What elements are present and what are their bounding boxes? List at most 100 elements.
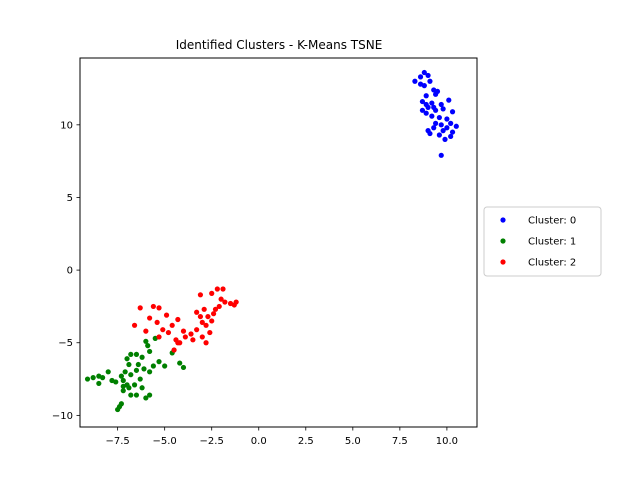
- x-axis: −7.5 −5.0 −2.5 0.0 2.5 5.0 7.5 10.0: [105, 427, 458, 447]
- data-point-cluster-1: [116, 404, 123, 410]
- data-point-cluster-1: [99, 375, 106, 381]
- data-point-cluster-2: [194, 327, 200, 333]
- data-point-cluster-1: [131, 382, 138, 388]
- data-point-cluster-1: [139, 385, 145, 391]
- data-point-cluster-0: [438, 101, 444, 108]
- data-point-cluster-1: [139, 354, 145, 360]
- data-point-cluster-2: [203, 340, 209, 346]
- y-axis: −10 −5 0 5 10: [52, 120, 80, 422]
- legend-box: [483, 206, 602, 277]
- data-point-cluster-0: [438, 122, 444, 128]
- legend-label-cluster-0: Cluster: 0: [528, 216, 576, 227]
- data-point-cluster-2: [205, 313, 211, 320]
- y-tick-label: −5: [58, 338, 73, 349]
- legend-label-cluster-2: Cluster: 2: [528, 258, 576, 269]
- data-point-cluster-1: [126, 385, 132, 391]
- x-tick-label: 10.0: [436, 436, 458, 447]
- data-point-cluster-0: [427, 78, 433, 84]
- data-point-cluster-2: [154, 319, 160, 325]
- data-point-cluster-1: [156, 359, 162, 365]
- data-point-cluster-2: [197, 292, 204, 298]
- x-tick-label: 0.0: [251, 436, 267, 447]
- data-point-cluster-1: [105, 369, 111, 375]
- x-tick-label: −5.0: [153, 436, 177, 447]
- data-point-cluster-1: [90, 375, 96, 381]
- data-point-cluster-0: [423, 110, 429, 116]
- data-point-cluster-1: [133, 367, 140, 373]
- data-point-cluster-2: [175, 340, 181, 346]
- data-point-cluster-0: [419, 98, 426, 105]
- data-point-cluster-0: [433, 120, 439, 126]
- data-point-cluster-1: [150, 363, 156, 369]
- data-point-cluster-1: [120, 377, 126, 384]
- legend-label-cluster-1: Cluster: 1: [528, 237, 576, 248]
- data-point-cluster-0: [431, 125, 437, 131]
- data-point-cluster-2: [214, 286, 220, 292]
- data-point-cluster-2: [194, 309, 200, 315]
- data-point-cluster-0: [427, 130, 433, 137]
- data-point-cluster-2: [150, 303, 156, 310]
- data-point-cluster-2: [190, 337, 196, 343]
- data-point-cluster-2: [143, 328, 149, 334]
- legend: Cluster: 0 Cluster: 1 Cluster: 2: [483, 206, 602, 277]
- data-point-cluster-0: [431, 104, 437, 110]
- data-point-cluster-0: [434, 88, 441, 95]
- data-point-cluster-2: [180, 328, 187, 334]
- x-tick-label: 5.0: [345, 436, 361, 447]
- data-point-cluster-2: [233, 299, 239, 305]
- data-point-cluster-1: [128, 392, 134, 398]
- data-point-cluster-1: [177, 360, 183, 366]
- data-point-cluster-2: [203, 322, 209, 328]
- data-point-cluster-2: [188, 331, 194, 337]
- data-point-cluster-0: [436, 114, 442, 121]
- data-point-cluster-2: [171, 347, 177, 353]
- data-point-cluster-2: [156, 305, 162, 311]
- data-point-cluster-1: [143, 395, 149, 401]
- data-point-cluster-0: [442, 136, 448, 142]
- data-point-cluster-0: [444, 125, 450, 131]
- data-point-cluster-1: [162, 363, 168, 369]
- y-tick-label: 10: [60, 120, 73, 131]
- x-tick-label: 2.5: [298, 436, 314, 447]
- chart-title: Identified Clusters - K-Means TSNE: [176, 38, 383, 52]
- data-point-cluster-1: [120, 388, 126, 394]
- data-point-cluster-2: [165, 329, 172, 336]
- data-point-cluster-1: [126, 361, 132, 368]
- data-point-cluster-2: [218, 296, 224, 302]
- data-point-cluster-0: [429, 100, 435, 106]
- data-point-cluster-0: [446, 97, 452, 103]
- data-point-cluster-0: [423, 101, 429, 108]
- y-tick-label: −10: [52, 411, 73, 422]
- data-point-cluster-0: [421, 69, 427, 76]
- data-point-cluster-1: [147, 369, 153, 375]
- x-tick-label: −7.5: [105, 436, 129, 447]
- data-point-cluster-0: [440, 106, 446, 112]
- plot-area-frame: [79, 57, 478, 428]
- data-point-cluster-0: [417, 81, 424, 87]
- x-tick-label: 7.5: [392, 436, 408, 447]
- legend-marker-cluster-2: [500, 259, 506, 265]
- data-point-cluster-1: [133, 351, 140, 357]
- data-point-cluster-1: [128, 372, 134, 378]
- data-point-cluster-2: [210, 311, 217, 317]
- data-point-cluster-1: [122, 369, 128, 375]
- data-point-cluster-2: [197, 313, 204, 320]
- data-point-cluster-2: [220, 286, 226, 292]
- data-point-cluster-0: [448, 133, 454, 140]
- data-point-cluster-2: [222, 299, 228, 305]
- data-point-cluster-2: [131, 322, 138, 328]
- data-point-cluster-0: [417, 74, 424, 80]
- data-point-cluster-0: [440, 128, 446, 134]
- data-point-cluster-0: [453, 123, 459, 129]
- data-point-cluster-2: [216, 303, 222, 310]
- data-point-cluster-1: [96, 380, 102, 387]
- data-point-cluster-2: [199, 319, 205, 325]
- x-tick-label: −2.5: [200, 436, 224, 447]
- data-point-cluster-1: [113, 379, 119, 385]
- data-point-cluster-1: [84, 376, 91, 382]
- data-point-cluster-1: [118, 373, 124, 379]
- data-point-cluster-2: [160, 327, 166, 333]
- legend-marker-cluster-1: [500, 238, 506, 244]
